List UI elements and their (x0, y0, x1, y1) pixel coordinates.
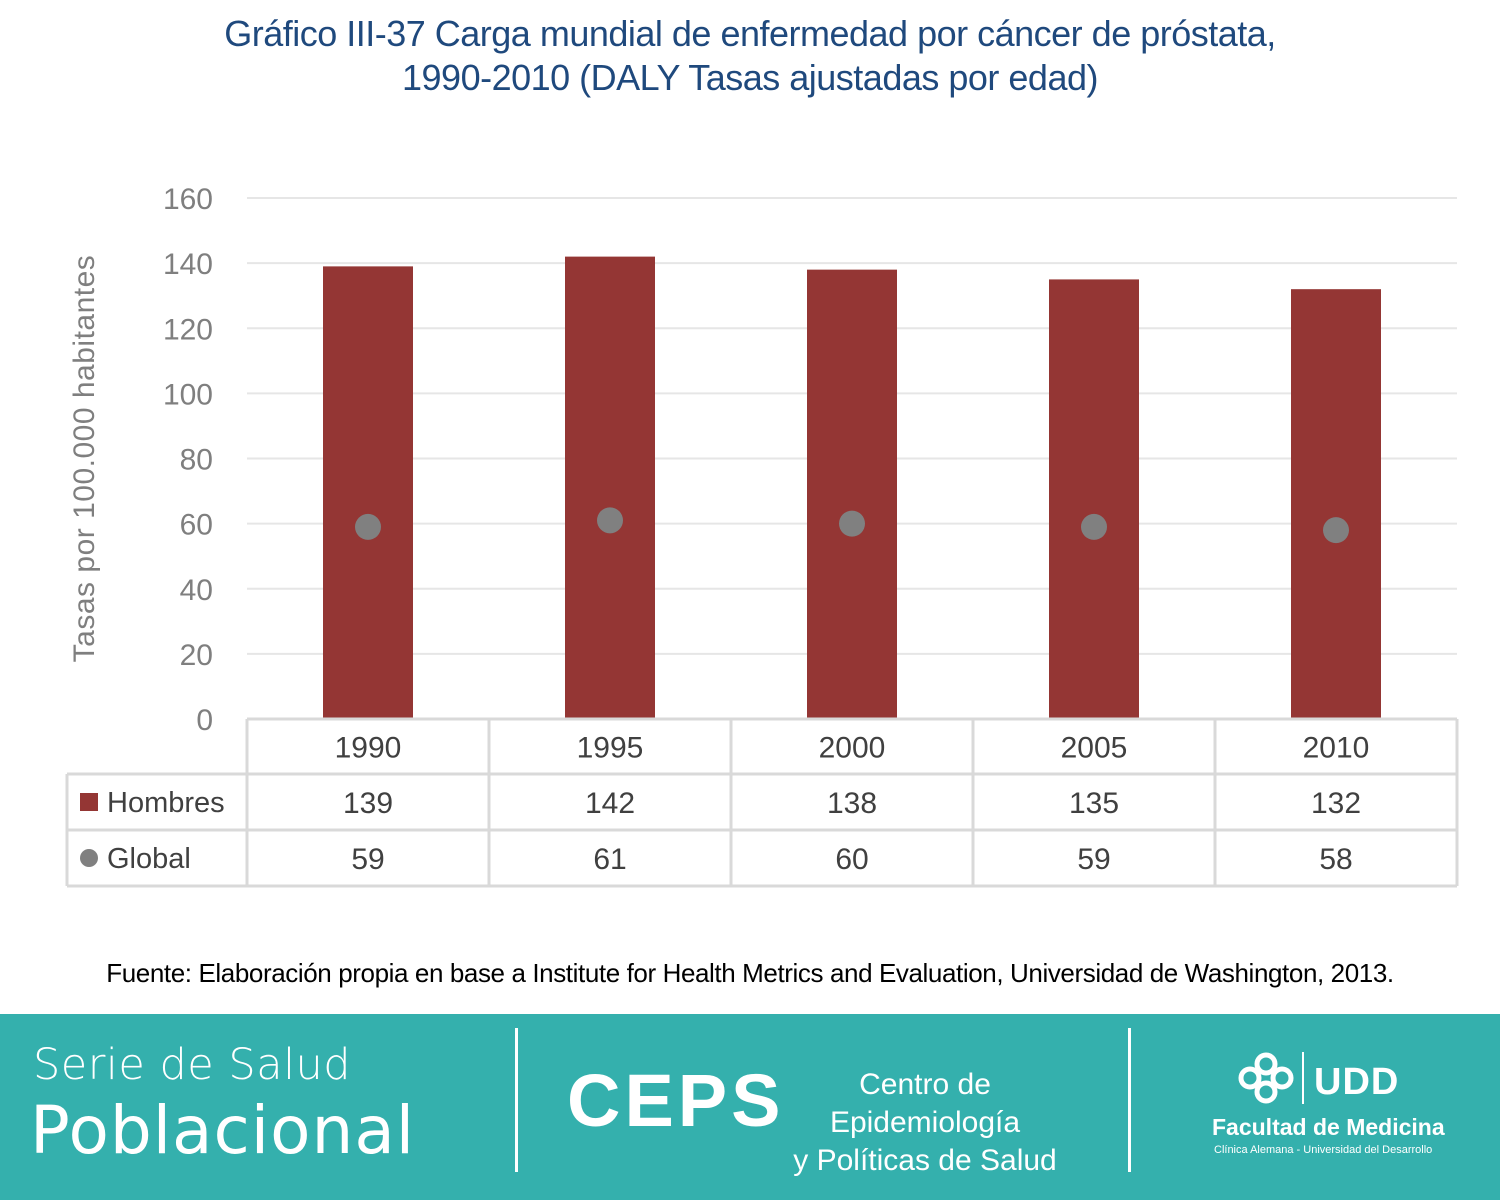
table-cell-value: 60 (835, 843, 868, 876)
cross-knot-icon (1238, 1052, 1294, 1104)
ceps-name: Centro de Epidemiología y Políticas de S… (780, 1066, 1070, 1180)
table-cell-value: 59 (351, 843, 384, 876)
ceps-name-line2: y Políticas de Salud (793, 1144, 1057, 1177)
faculty-subtitle: Clínica Alemana - Universidad del Desarr… (1214, 1144, 1433, 1156)
y-axis-label: Tasas por 100.000 habitantes (68, 255, 101, 663)
y-tick-label: 160 (163, 183, 213, 216)
footer-banner: Serie de Salud Poblacional CEPS Centro d… (0, 1014, 1500, 1200)
table-cell-value: 142 (585, 787, 635, 820)
legend-key-global (80, 849, 98, 867)
source-note: Fuente: Elaboración propia en base a Ins… (106, 958, 1394, 988)
table-cell-value: 135 (1069, 787, 1119, 820)
point-global (839, 510, 865, 537)
udd-wordmark: UDD (1314, 1061, 1399, 1103)
y-tick-label: 140 (163, 248, 213, 281)
footer-divider (515, 1028, 518, 1172)
chart-title-line1: Gráfico III-37 Carga mundial de enfermed… (224, 13, 1276, 54)
legend-key-hombres (80, 793, 98, 811)
table-cell-value: 58 (1319, 843, 1352, 876)
y-tick-label: 20 (180, 639, 213, 672)
y-tick-label: 60 (180, 509, 213, 542)
x-tick-label: 2010 (1303, 732, 1370, 765)
table-cell-value: 139 (343, 787, 393, 820)
udd-logo: UDD (1238, 1052, 1399, 1104)
x-tick-label: 2000 (819, 732, 886, 765)
bar-hombres (565, 256, 655, 719)
y-tick-label: 80 (180, 444, 213, 477)
bar-hombres (1049, 279, 1139, 719)
table-cell-value: 61 (593, 843, 626, 876)
y-tick-label: 40 (180, 574, 213, 607)
point-global (1323, 517, 1349, 544)
footer-divider (1128, 1028, 1131, 1172)
legend-label: Hombres (107, 787, 225, 819)
point-global (1081, 513, 1107, 540)
series-title-line1: Serie de Salud (33, 1040, 352, 1090)
y-tick-label: 0 (196, 704, 213, 737)
ceps-name-line1: Centro de Epidemiología (829, 1068, 1021, 1139)
table-cell-value: 138 (827, 787, 877, 820)
chart-title-line2: 1990-2010 (DALY Tasas ajustadas por edad… (402, 57, 1098, 98)
logo-divider (1302, 1052, 1304, 1104)
ceps-logo: CEPS (567, 1059, 785, 1142)
x-tick-label: 1995 (577, 732, 644, 765)
y-tick-label: 100 (163, 378, 213, 411)
legend-label: Global (107, 843, 191, 875)
bar-hombres (807, 269, 897, 719)
y-tick-label: 120 (163, 313, 213, 346)
point-global (597, 507, 623, 534)
x-tick-label: 2005 (1061, 732, 1128, 765)
faculty-name: Facultad de Medicina (1212, 1114, 1445, 1140)
table-cell-value: 132 (1311, 787, 1361, 820)
table-cell-value: 59 (1077, 843, 1110, 876)
chart: 0 20 40 60 80 100 120 140 160 Tasas por 100.000 h… (65, 183, 1459, 888)
series-title-line2: Poblacional (30, 1092, 416, 1169)
chart-title: Gráfico III-37 Carga mundial de enfermed… (0, 12, 1500, 100)
x-tick-label: 1990 (335, 732, 402, 765)
bar-hombres (323, 266, 413, 719)
point-global (355, 513, 381, 540)
bar-hombres (1291, 289, 1381, 719)
